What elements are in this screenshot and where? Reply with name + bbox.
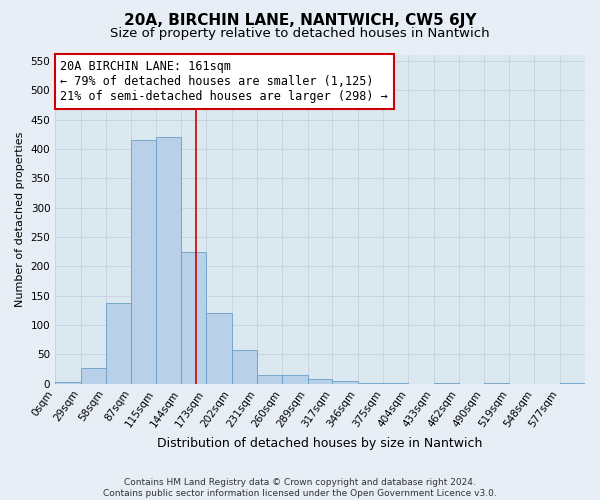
Text: Contains HM Land Registry data © Crown copyright and database right 2024.
Contai: Contains HM Land Registry data © Crown c… bbox=[103, 478, 497, 498]
Bar bbox=[308, 379, 332, 384]
Bar bbox=[434, 383, 459, 384]
Bar bbox=[257, 375, 283, 384]
Bar bbox=[484, 383, 509, 384]
Bar bbox=[106, 303, 131, 384]
Text: 20A, BIRCHIN LANE, NANTWICH, CW5 6JY: 20A, BIRCHIN LANE, NANTWICH, CW5 6JY bbox=[124, 12, 476, 28]
Bar bbox=[232, 350, 257, 384]
Bar bbox=[156, 137, 181, 384]
Bar bbox=[358, 383, 383, 384]
Bar bbox=[383, 383, 409, 384]
Bar bbox=[55, 382, 80, 384]
Bar bbox=[206, 313, 232, 384]
X-axis label: Distribution of detached houses by size in Nantwich: Distribution of detached houses by size … bbox=[157, 437, 483, 450]
Bar bbox=[80, 368, 106, 384]
Bar bbox=[181, 252, 206, 384]
Text: Size of property relative to detached houses in Nantwich: Size of property relative to detached ho… bbox=[110, 28, 490, 40]
Bar bbox=[131, 140, 156, 384]
Text: 20A BIRCHIN LANE: 161sqm
← 79% of detached houses are smaller (1,125)
21% of sem: 20A BIRCHIN LANE: 161sqm ← 79% of detach… bbox=[61, 60, 388, 103]
Y-axis label: Number of detached properties: Number of detached properties bbox=[15, 132, 25, 307]
Bar bbox=[283, 375, 308, 384]
Bar bbox=[332, 380, 358, 384]
Bar bbox=[560, 383, 585, 384]
